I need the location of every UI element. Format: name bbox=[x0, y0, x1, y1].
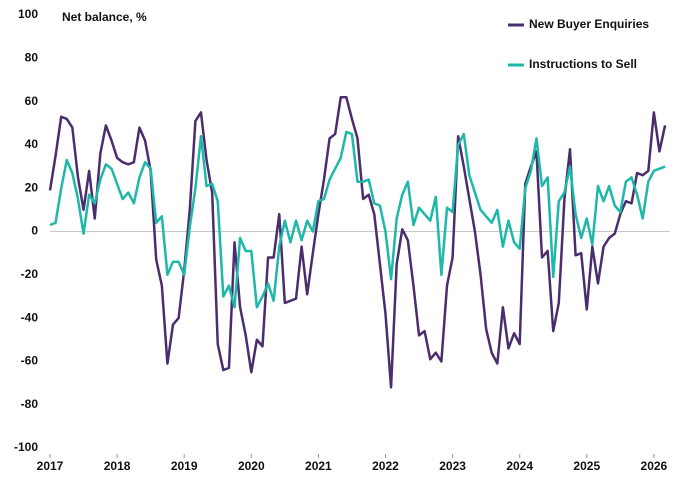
y-tick-label: 100 bbox=[18, 7, 38, 21]
x-tick-label: 2026 bbox=[641, 459, 668, 473]
y-tick-label: 20 bbox=[25, 180, 39, 194]
x-tick-label: 2025 bbox=[573, 459, 600, 473]
x-tick-label: 2021 bbox=[305, 459, 332, 473]
y-tick-label: -60 bbox=[21, 354, 39, 368]
y-tick-label: 60 bbox=[25, 94, 39, 108]
y-tick-label: 0 bbox=[31, 224, 38, 238]
series-line bbox=[48, 96, 667, 389]
y-tick-label: -20 bbox=[21, 267, 39, 281]
y-axis-label: Net balance, % bbox=[62, 10, 147, 24]
legend-label: New Buyer Enquiries bbox=[529, 17, 649, 31]
y-tick-label: -80 bbox=[21, 397, 39, 411]
x-tick-label: 2017 bbox=[37, 459, 64, 473]
y-tick-label: -100 bbox=[14, 440, 38, 454]
y-tick-label: 40 bbox=[25, 137, 39, 151]
y-tick-label: -40 bbox=[21, 310, 39, 324]
series-line bbox=[49, 130, 666, 309]
y-tick-label: 80 bbox=[25, 50, 39, 64]
x-tick-label: 2024 bbox=[506, 459, 533, 473]
x-tick-label: 2018 bbox=[104, 459, 131, 473]
x-tick-label: 2019 bbox=[171, 459, 198, 473]
x-tick-label: 2023 bbox=[439, 459, 466, 473]
x-tick-label: 2022 bbox=[372, 459, 399, 473]
legend-label: Instructions to Sell bbox=[529, 57, 637, 71]
x-tick-label: 2020 bbox=[238, 459, 265, 473]
